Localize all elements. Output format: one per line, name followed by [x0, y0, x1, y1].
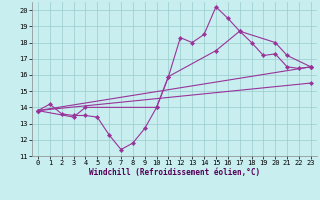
X-axis label: Windchill (Refroidissement éolien,°C): Windchill (Refroidissement éolien,°C)	[89, 168, 260, 177]
